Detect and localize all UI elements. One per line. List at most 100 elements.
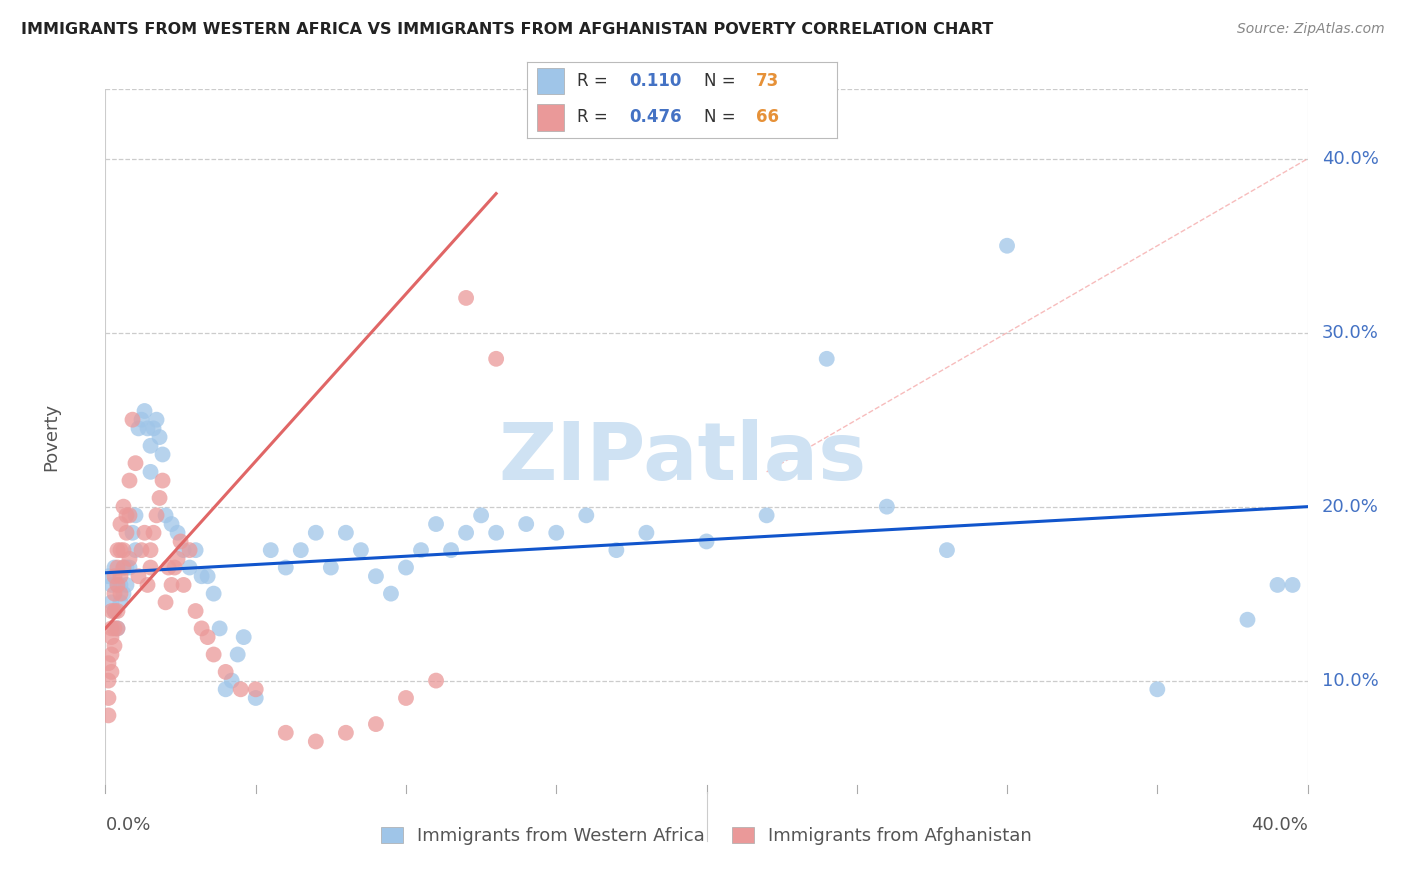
Point [515, 516, 537, 531]
Point [202, 587, 225, 601]
Point [131, 543, 153, 558]
Point [245, 690, 267, 705]
Point [995, 238, 1018, 253]
Point [107, 621, 129, 635]
Point [815, 351, 838, 366]
Point [100, 578, 122, 592]
Point [121, 525, 143, 540]
Point [142, 525, 165, 540]
Point [173, 543, 195, 558]
Point [335, 725, 357, 739]
Point [179, 560, 201, 574]
Point [605, 543, 627, 558]
Point [100, 630, 122, 644]
Point [290, 543, 312, 558]
Point [163, 560, 186, 574]
Point [97, 690, 120, 705]
Point [160, 578, 183, 592]
Point [145, 412, 167, 426]
Point [395, 560, 418, 574]
Point [148, 491, 170, 505]
Point [425, 673, 447, 688]
Point [395, 690, 418, 705]
Point [103, 604, 125, 618]
Point [118, 551, 141, 566]
Point [103, 569, 125, 583]
Point [380, 587, 402, 601]
Point [100, 665, 122, 679]
Point [103, 604, 125, 618]
Point [97, 708, 120, 723]
Point [319, 560, 342, 574]
Point [350, 543, 373, 558]
Point [305, 734, 328, 748]
Point [107, 578, 129, 592]
Bar [537, 68, 564, 95]
Point [179, 543, 201, 558]
Point [184, 543, 207, 558]
Text: 0.0%: 0.0% [105, 816, 150, 834]
Point [103, 587, 125, 601]
Point [335, 525, 357, 540]
Point [128, 569, 150, 583]
Point [425, 516, 447, 531]
Point [112, 560, 135, 574]
Point [166, 551, 188, 566]
Point [139, 439, 162, 453]
Text: N =: N = [703, 108, 735, 126]
Point [184, 604, 207, 618]
Point [364, 569, 387, 583]
Point [142, 421, 165, 435]
Point [232, 630, 254, 644]
Point [152, 474, 174, 488]
Point [118, 474, 141, 488]
Point [118, 560, 141, 574]
Point [305, 525, 328, 540]
Point [197, 569, 219, 583]
Text: 40.0%: 40.0% [1322, 150, 1379, 168]
Point [107, 621, 129, 635]
Point [229, 682, 252, 697]
Point [112, 587, 135, 601]
Point [546, 525, 568, 540]
Point [440, 543, 463, 558]
Point [169, 534, 191, 549]
Point [152, 447, 174, 462]
Point [636, 525, 658, 540]
Text: IMMIGRANTS FROM WESTERN AFRICA VS IMMIGRANTS FROM AFGHANISTAN POVERTY CORRELATIO: IMMIGRANTS FROM WESTERN AFRICA VS IMMIGR… [21, 22, 994, 37]
Point [110, 569, 132, 583]
Point [485, 525, 508, 540]
Point [190, 621, 212, 635]
Text: Poverty: Poverty [42, 403, 60, 471]
Text: 20.0%: 20.0% [1322, 498, 1379, 516]
Point [155, 595, 177, 609]
Text: 0.110: 0.110 [630, 71, 682, 89]
Point [97, 569, 120, 583]
Point [1236, 613, 1258, 627]
Point [110, 516, 132, 531]
Text: 10.0%: 10.0% [1322, 672, 1379, 690]
Point [103, 621, 125, 635]
Point [139, 543, 162, 558]
Point [107, 578, 129, 592]
Point [197, 630, 219, 644]
Point [202, 648, 225, 662]
Point [364, 717, 387, 731]
Point [155, 508, 177, 523]
Point [110, 578, 132, 592]
Point [103, 560, 125, 574]
Legend: Immigrants from Western Africa, Immigrants from Afghanistan: Immigrants from Western Africa, Immigran… [374, 820, 1039, 853]
Point [134, 404, 156, 418]
Point [110, 595, 132, 609]
Point [136, 421, 159, 435]
Point [485, 351, 508, 366]
Point [112, 560, 135, 574]
Point [124, 508, 146, 523]
Point [214, 665, 236, 679]
Text: R =: R = [576, 71, 607, 89]
Point [139, 560, 162, 574]
Point [274, 560, 297, 574]
Point [100, 595, 122, 609]
Text: 40.0%: 40.0% [1251, 816, 1308, 834]
Point [112, 543, 135, 558]
